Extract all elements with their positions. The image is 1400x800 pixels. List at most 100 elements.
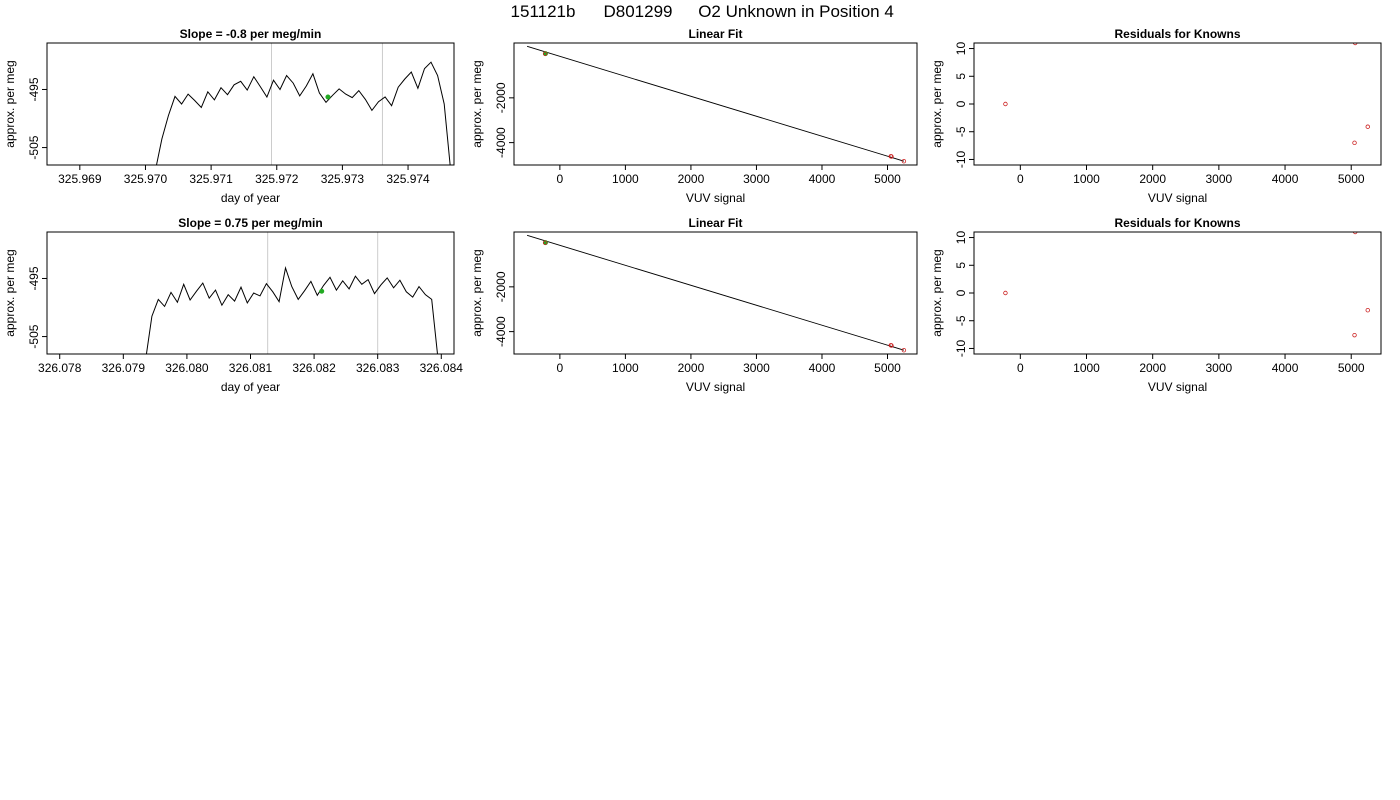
y-tick-label: -2000	[494, 271, 508, 302]
data-point-open	[1003, 290, 1008, 296]
x-tick-label: 326.080	[165, 361, 209, 375]
x-tick-label: 5000	[1338, 172, 1365, 186]
x-tick-label: 325.973	[321, 172, 365, 186]
y-axis-label: approx. per meg	[930, 60, 944, 147]
data-point	[325, 94, 331, 100]
chart-panel-residuals-bottom: Residuals for Knowns 0 1000 2000 3000 4000 500…	[930, 216, 1382, 394]
data-point-open	[1352, 232, 1358, 235]
data-point-open	[542, 51, 548, 56]
x-tick-label: 1000	[612, 361, 639, 375]
plot-frame	[513, 231, 918, 355]
y-tick-label: -495	[27, 77, 41, 101]
y-tick-label: -5	[954, 126, 968, 137]
x-tick-label: 3000	[1206, 361, 1233, 375]
y-tick-label: 10	[954, 231, 968, 245]
x-tick-label: 3000	[1206, 172, 1233, 186]
x-tick-label: 4000	[1272, 172, 1299, 186]
x-tick-label: 326.083	[356, 361, 400, 375]
chart-panel-slope-bottom: Slope = 0.75 per meg/min 326.078 326.079 32…	[3, 216, 463, 394]
data-point-open	[1352, 140, 1357, 146]
x-tick-label: 325.970	[124, 172, 168, 186]
x-axis-label: VUV signal	[1148, 191, 1207, 205]
y-tick-label: -10	[954, 339, 968, 357]
y-axis-label: approx. per meg	[930, 249, 944, 336]
chart-panel-residuals-top: Residuals for Knowns 0 1000 2000 3000 4000 500…	[930, 27, 1382, 205]
x-tick-label: 3000	[743, 172, 770, 186]
y-tick-label: -2000	[494, 82, 508, 113]
data-point-open	[1003, 101, 1008, 107]
fit-line	[526, 234, 905, 351]
x-tick-label: 2000	[1139, 172, 1166, 186]
y-tick-label: 5	[954, 262, 968, 269]
plot-frame	[973, 231, 1382, 355]
y-axis-label: approx. per meg	[470, 249, 484, 336]
panel-title: Linear Fit	[688, 27, 742, 41]
y-tick-label: -5	[954, 315, 968, 326]
x-tick-label: 1000	[1073, 172, 1100, 186]
y-tick-label: 10	[954, 42, 968, 56]
panel-title: Residuals for Knowns	[1114, 27, 1240, 41]
y-tick-label: 0	[954, 289, 968, 296]
x-tick-label: 326.082	[292, 361, 336, 375]
x-tick-label: 0	[557, 172, 564, 186]
figure-title-sample: D801299	[603, 2, 672, 21]
figure-title-description: O2 Unknown in Position 4	[698, 2, 894, 21]
y-tick-label: 0	[954, 100, 968, 107]
x-tick-label: 326.081	[229, 361, 273, 375]
data-point-open	[889, 154, 894, 159]
plot-frame	[973, 42, 1382, 166]
chart-panel-linear-fit-bottom: Linear Fit 0 1000 2000 3000 4000 5000 -2000 -400…	[470, 216, 918, 394]
y-tick-label: -4000	[494, 316, 508, 347]
x-tick-label: 0	[1017, 172, 1024, 186]
data-point-open	[542, 240, 548, 245]
x-tick-label: 4000	[809, 172, 836, 186]
data-point-open	[1365, 307, 1370, 313]
y-tick-label: -4000	[494, 127, 508, 158]
x-tick-label: 5000	[874, 361, 901, 375]
figure-title-run: 151121b	[511, 2, 576, 21]
chart-panel-linear-fit-top: Linear Fit 0 1000 2000 3000 4000 5000 -2000 -400…	[470, 27, 918, 205]
x-tick-label: 1000	[1073, 361, 1100, 375]
fit-line	[526, 45, 905, 162]
x-tick-label: 325.972	[255, 172, 299, 186]
y-axis-label: approx. per meg	[3, 60, 17, 147]
x-axis-label: day of year	[221, 191, 280, 205]
data-point-open	[889, 343, 894, 348]
x-tick-label: 4000	[809, 361, 836, 375]
x-axis-label: day of year	[221, 380, 280, 394]
panel-title: Slope = -0.8 per meg/min	[180, 27, 322, 41]
plot-frame	[46, 231, 455, 355]
x-tick-label: 5000	[1338, 361, 1365, 375]
plot-area	[526, 45, 907, 164]
y-tick-label: -10	[954, 150, 968, 168]
data-point-open	[901, 347, 907, 353]
plot-area	[526, 234, 907, 353]
plot-area	[1003, 43, 1370, 146]
x-tick-label: 2000	[678, 361, 705, 375]
x-tick-label: 326.084	[420, 361, 464, 375]
x-tick-label: 326.078	[38, 361, 82, 375]
data-point-open	[901, 158, 907, 164]
plot-frame	[46, 42, 455, 166]
plot-area	[155, 43, 451, 165]
x-axis-label: VUV signal	[686, 380, 745, 394]
chart-panels: Slope = -0.8 per meg/min 325.969 325.970 32…	[3, 27, 1382, 394]
x-tick-label: 325.971	[189, 172, 233, 186]
x-tick-label: 2000	[1139, 361, 1166, 375]
x-tick-label: 2000	[678, 172, 705, 186]
panel-title: Slope = 0.75 per meg/min	[178, 216, 322, 230]
plot-area	[1003, 232, 1370, 338]
x-tick-label: 0	[1017, 361, 1024, 375]
y-tick-label: 5	[954, 73, 968, 80]
x-tick-label: 325.974	[386, 172, 430, 186]
y-axis-label: approx. per meg	[3, 249, 17, 336]
chart-panel-slope-top: Slope = -0.8 per meg/min 325.969 325.970 32…	[3, 27, 455, 205]
panel-title: Linear Fit	[688, 216, 742, 230]
data-point-open	[1365, 124, 1370, 129]
x-tick-label: 0	[557, 361, 564, 375]
x-tick-label: 326.079	[102, 361, 146, 375]
x-tick-label: 1000	[612, 172, 639, 186]
y-tick-label: -505	[27, 135, 41, 159]
series-line	[155, 61, 451, 165]
